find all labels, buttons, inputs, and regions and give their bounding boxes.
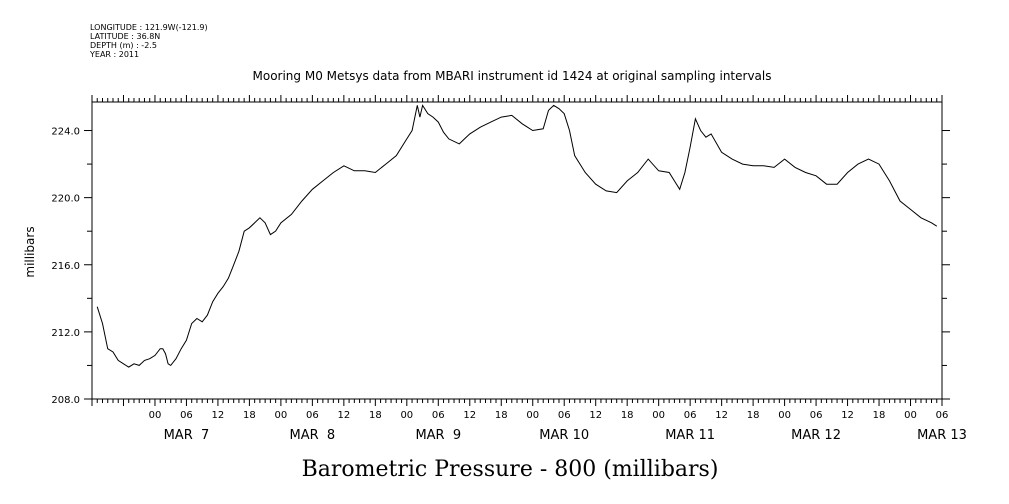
- x-tick-label: 00: [652, 410, 665, 421]
- x-tick-label: 06: [180, 410, 193, 421]
- longitude-label: LONGITUDE : 121.9W(-121.9): [90, 23, 208, 32]
- x-tick-label: 06: [432, 410, 445, 421]
- x-tick-label: 00: [149, 410, 162, 421]
- day-label: MAR 7: [164, 428, 210, 443]
- x-tick-label: 12: [715, 410, 728, 421]
- day-label: MAR 9: [415, 428, 461, 443]
- chart-title: Mooring M0 Metsys data from MBARI instru…: [253, 69, 772, 83]
- x-tick-label: 00: [400, 410, 413, 421]
- x-tick-label: 00: [275, 410, 288, 421]
- x-tick-label: 00: [904, 410, 917, 421]
- x-tick-label: 12: [463, 410, 476, 421]
- y-axis-label: millibars: [23, 226, 37, 277]
- x-tick-label: 06: [558, 410, 571, 421]
- x-tick-label: 12: [589, 410, 602, 421]
- x-tick-label: 12: [841, 410, 854, 421]
- x-tick-label: 12: [212, 410, 225, 421]
- year-label: YEAR : 2011: [90, 50, 140, 59]
- x-tick-label: 18: [621, 410, 634, 421]
- depth-label: DEPTH (m) : -2.5: [90, 41, 157, 50]
- axes: 208.0 212.0 216.0 220.0 224.0 00 06 12 18 00 06 12 1…: [51, 95, 967, 443]
- y-tick-label: 212.0: [51, 328, 80, 339]
- y-tick-label: 216.0: [51, 261, 80, 272]
- x-tick-label: 18: [369, 410, 382, 421]
- x-tick-label: 18: [747, 410, 760, 421]
- plot-frame: [91, 101, 943, 400]
- x-axis-label: Barometric Pressure - 800 (millibars): [302, 457, 719, 482]
- series-group: [96, 104, 938, 368]
- x-tick-label: 18: [243, 410, 256, 421]
- y-tick-label: 208.0: [51, 395, 80, 406]
- day-label: MAR 12: [791, 428, 841, 443]
- x-tick-label: 00: [778, 410, 791, 421]
- day-label: MAR 8: [290, 428, 336, 443]
- day-label: MAR 11: [665, 428, 715, 443]
- x-tick-label: 06: [936, 410, 949, 421]
- day-label: MAR 10: [539, 428, 589, 443]
- x-tick-label: 06: [810, 410, 823, 421]
- x-tick-label: 18: [495, 410, 508, 421]
- day-label: MAR 13: [917, 428, 967, 443]
- x-tick-label: 18: [873, 410, 886, 421]
- x-tick-label: 00: [526, 410, 539, 421]
- x-tick-label: 06: [684, 410, 697, 421]
- y-tick-label: 224.0: [51, 127, 80, 138]
- y-tick-label: 220.0: [51, 194, 80, 205]
- latitude-label: LATITUDE : 36.8N: [90, 32, 161, 41]
- series-line: [96, 104, 938, 368]
- x-tick-label: 06: [306, 410, 319, 421]
- x-tick-label: 12: [337, 410, 350, 421]
